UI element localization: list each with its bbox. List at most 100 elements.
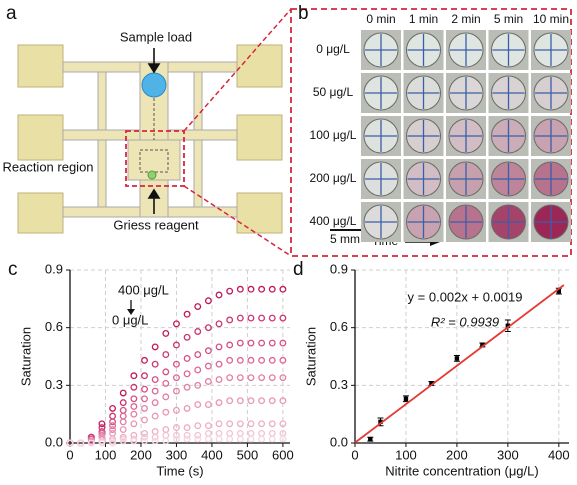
point [269, 340, 275, 346]
point [184, 384, 190, 390]
row-label: 50 μg/L [313, 85, 354, 99]
point [269, 286, 275, 292]
point [184, 334, 190, 340]
point [163, 409, 169, 415]
row-label: 400 μg/L [310, 214, 357, 228]
point [163, 331, 169, 337]
point [195, 367, 201, 373]
annotation: R² = 0.9939 [431, 314, 499, 329]
point [131, 411, 137, 417]
point [259, 358, 265, 364]
annotation: 0 μg/L [112, 312, 148, 327]
point [259, 340, 265, 346]
point [216, 361, 222, 367]
row-label: 0 μg/L [316, 42, 350, 56]
point [163, 352, 169, 358]
point [259, 286, 265, 292]
point [248, 315, 254, 321]
point [216, 377, 222, 383]
x-tick-label: 100 [395, 447, 417, 462]
column-label: 1 min [409, 12, 438, 26]
y-axis-title: Saturation [303, 327, 318, 386]
label: Sample load [120, 29, 192, 44]
point [206, 436, 212, 442]
point [163, 433, 169, 439]
point [227, 398, 233, 404]
point [195, 436, 201, 442]
point [131, 396, 137, 402]
point [142, 406, 148, 412]
point [238, 286, 244, 292]
point [110, 413, 116, 419]
point [120, 400, 126, 406]
scale-label: 5 mm [330, 232, 360, 246]
point [269, 375, 275, 381]
point [120, 413, 126, 419]
point [216, 436, 222, 442]
point [259, 421, 265, 427]
point [206, 431, 212, 437]
point [184, 356, 190, 362]
point [216, 400, 222, 406]
point [120, 408, 126, 414]
figure: a Sample load Reaction region Griess rea… [0, 0, 577, 485]
point [368, 437, 372, 441]
point [216, 431, 222, 437]
x-tick-label: 200 [446, 447, 468, 462]
point [404, 397, 408, 401]
point [248, 436, 254, 442]
point [248, 375, 254, 381]
point [238, 315, 244, 321]
point [227, 358, 233, 364]
label: Reaction region [2, 159, 93, 174]
x-tick-label: 0 [351, 447, 358, 462]
point [269, 398, 275, 404]
point [248, 340, 254, 346]
point [142, 358, 148, 364]
point [248, 431, 254, 437]
point [120, 427, 126, 433]
x-tick-label: 400 [201, 447, 223, 462]
point [206, 379, 212, 385]
point [269, 315, 275, 321]
point [195, 423, 201, 429]
point [152, 344, 158, 350]
point [142, 386, 148, 392]
point [227, 375, 233, 381]
point [269, 421, 275, 427]
y-tick-label: 0.0 [330, 434, 348, 449]
x-tick-label: 0 [66, 447, 73, 462]
row-label: 200 μg/L [310, 171, 357, 185]
x-tick-label: 300 [166, 447, 188, 462]
column-label: 2 min [451, 12, 480, 26]
point [142, 373, 148, 379]
panel-label: d [293, 259, 304, 280]
y-tick-label: 0.0 [45, 434, 63, 449]
x-axis-title: Time (s) [156, 463, 203, 478]
point [216, 321, 222, 327]
point [269, 431, 275, 437]
point [238, 398, 244, 404]
point [184, 406, 190, 412]
point [238, 358, 244, 364]
point [152, 361, 158, 367]
point [206, 363, 212, 369]
point [248, 358, 254, 364]
point [195, 329, 201, 335]
point [110, 406, 116, 412]
panel-label: c [8, 259, 18, 280]
y-axis-title: Saturation [18, 327, 33, 386]
point [152, 429, 158, 435]
point [259, 436, 265, 442]
label: Griess reagent [113, 217, 199, 232]
x-tick-label: 200 [130, 447, 152, 462]
point [227, 431, 233, 437]
point [163, 369, 169, 375]
point [227, 317, 233, 323]
point [184, 311, 190, 317]
y-tick-label: 0.3 [330, 377, 348, 392]
y-tick-label: 0.6 [45, 319, 63, 334]
point [184, 436, 190, 442]
point [216, 292, 222, 298]
point [455, 356, 459, 360]
